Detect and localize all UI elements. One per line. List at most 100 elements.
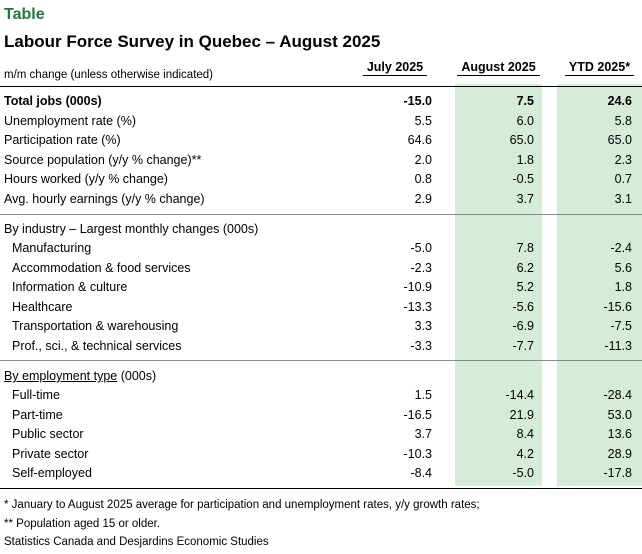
value-july: -5.0 bbox=[410, 241, 432, 255]
value-july: 2.9 bbox=[414, 191, 432, 206]
table-row: Information & culture -10.9 5.2 1.8 bbox=[0, 278, 642, 298]
value-august: 6.0 bbox=[516, 113, 534, 128]
value-ytd: -15.6 bbox=[603, 299, 633, 314]
value-ytd: -7.5 bbox=[610, 319, 632, 334]
table-row: Part-time -16.5 21.9 53.0 bbox=[0, 406, 642, 426]
row-label: Full-time bbox=[12, 388, 60, 402]
column-header-ytd: YTD 2025* bbox=[557, 60, 642, 76]
value-ytd: 53.0 bbox=[607, 407, 632, 422]
value-july: 2.0 bbox=[414, 152, 432, 167]
row-label: Private sector bbox=[12, 446, 89, 461]
row-label: Information & culture bbox=[12, 280, 128, 295]
row-label: Participation rate (%) bbox=[4, 133, 121, 147]
value-ytd: -28.4 bbox=[603, 388, 633, 402]
table-row: Total jobs (000s) -15.0 7.5 24.6 bbox=[0, 92, 642, 112]
value-july: 64.6 bbox=[407, 133, 432, 147]
value-july: -8.4 bbox=[410, 466, 432, 481]
value-august: 6.2 bbox=[516, 260, 534, 275]
table-row: Prof., sci., & technical services -3.3 -7.… bbox=[0, 337, 642, 357]
footnote-ytd: * January to August 2025 average for par… bbox=[4, 499, 480, 511]
row-label: Unemployment rate (%) bbox=[4, 113, 136, 128]
ytd-column-highlight bbox=[557, 84, 642, 486]
value-july: 3.7 bbox=[414, 427, 432, 442]
section-divider-1 bbox=[0, 214, 642, 215]
row-label: Healthcare bbox=[12, 299, 73, 314]
table-row: Participation rate (%) 64.6 65.0 65.0 bbox=[0, 131, 642, 151]
value-august: -5.0 bbox=[512, 466, 534, 481]
value-july: -2.3 bbox=[410, 260, 432, 275]
value-august: 1.8 bbox=[516, 152, 534, 167]
column-header-august: August 2025 bbox=[455, 60, 542, 76]
value-ytd: 1.8 bbox=[614, 280, 632, 295]
value-ytd: -11.3 bbox=[604, 339, 632, 353]
value-ytd: 5.8 bbox=[614, 113, 632, 128]
row-label: Prof., sci., & technical services bbox=[12, 339, 182, 353]
table-row: Healthcare -13.3 -5.6 -15.6 bbox=[0, 298, 642, 318]
row-label: Hours worked (y/y % change) bbox=[4, 172, 168, 186]
value-ytd: 5.6 bbox=[614, 260, 632, 275]
value-ytd: 3.1 bbox=[614, 191, 632, 206]
header-rule bbox=[0, 86, 642, 87]
value-ytd: 0.7 bbox=[614, 172, 632, 186]
source-note: Statistics Canada and Desjardins Economi… bbox=[4, 536, 269, 548]
value-august: -0.5 bbox=[512, 172, 534, 186]
column-header-july: July 2025 bbox=[352, 60, 438, 76]
value-ytd: -2.4 bbox=[610, 241, 632, 255]
value-august: -14.4 bbox=[505, 388, 535, 402]
table-row: Accommodation & food services -2.3 6.2 5.6 bbox=[0, 259, 642, 279]
row-label: Avg. hourly earnings (y/y % change) bbox=[4, 191, 205, 206]
row-label: Self-employed bbox=[12, 466, 92, 481]
table-subtitle: m/m change (unless otherwise indicated) bbox=[4, 69, 214, 81]
value-august: 21.9 bbox=[509, 407, 534, 422]
table-row: Transportation & warehousing 3.3 -6.9 -7.5 bbox=[0, 317, 642, 337]
value-august: -5.6 bbox=[512, 299, 534, 314]
value-august: -6.9 bbox=[512, 319, 534, 334]
row-label: Source population (y/y % change)** bbox=[4, 152, 202, 167]
value-july: -10.3 bbox=[403, 446, 433, 461]
footnote-population: ** Population aged 15 or older. bbox=[4, 518, 161, 530]
value-july: 5.5 bbox=[414, 113, 432, 128]
value-ytd: 28.9 bbox=[607, 446, 632, 461]
value-august: 4.2 bbox=[516, 446, 534, 461]
value-july: -13.3 bbox=[403, 299, 433, 314]
august-column-highlight bbox=[455, 84, 542, 486]
value-august: 8.4 bbox=[516, 427, 534, 442]
table-row: Full-time 1.5 -14.4 -28.4 bbox=[0, 386, 642, 406]
value-august: 3.7 bbox=[516, 191, 534, 206]
industry-heading: By industry – Largest monthly changes (0… bbox=[4, 222, 259, 236]
value-july: 0.8 bbox=[414, 172, 432, 186]
value-ytd: 2.3 bbox=[614, 152, 632, 167]
table-row: Public sector 3.7 8.4 13.6 bbox=[0, 425, 642, 445]
value-july: -16.5 bbox=[403, 407, 433, 422]
table-tag: Table bbox=[4, 6, 45, 23]
value-ytd: 13.6 bbox=[607, 427, 632, 442]
table-row: Self-employed -8.4 -5.0 -17.8 bbox=[0, 464, 642, 484]
employment-heading: By employment type (000s) bbox=[4, 369, 157, 383]
value-july: -15.0 bbox=[403, 94, 433, 108]
value-july: -10.9 bbox=[403, 280, 433, 295]
table-row: Private sector -10.3 4.2 28.9 bbox=[0, 445, 642, 465]
table-row: Source population (y/y % change)** 2.0 1.8… bbox=[0, 151, 642, 171]
value-ytd: 65.0 bbox=[607, 133, 632, 147]
footer-rule bbox=[0, 488, 642, 489]
table-row: Manufacturing -5.0 7.8 -2.4 bbox=[0, 239, 642, 259]
row-label: Manufacturing bbox=[12, 241, 92, 255]
value-august: -7.7 bbox=[512, 339, 534, 353]
row-label: Transportation & warehousing bbox=[12, 319, 179, 334]
row-label: Public sector bbox=[12, 427, 84, 442]
table-row: Hours worked (y/y % change) 0.8 -0.5 0.7 bbox=[0, 170, 642, 190]
value-august: 65.0 bbox=[509, 133, 534, 147]
table-title: Labour Force Survey in Quebec – August 2… bbox=[4, 32, 381, 51]
row-label: Part-time bbox=[12, 407, 63, 422]
value-august: 5.2 bbox=[516, 280, 534, 295]
value-august: 7.5 bbox=[516, 94, 534, 108]
value-ytd: 24.6 bbox=[607, 94, 632, 108]
table-row: Unemployment rate (%) 5.5 6.0 5.8 bbox=[0, 112, 642, 132]
row-label: Total jobs (000s) bbox=[4, 94, 102, 108]
value-july: 3.3 bbox=[414, 319, 432, 334]
value-august: 7.8 bbox=[516, 241, 534, 255]
row-label: Accommodation & food services bbox=[12, 260, 191, 275]
value-ytd: -17.8 bbox=[603, 466, 633, 481]
value-july: -3.3 bbox=[410, 339, 432, 353]
section-divider-2 bbox=[0, 360, 642, 361]
